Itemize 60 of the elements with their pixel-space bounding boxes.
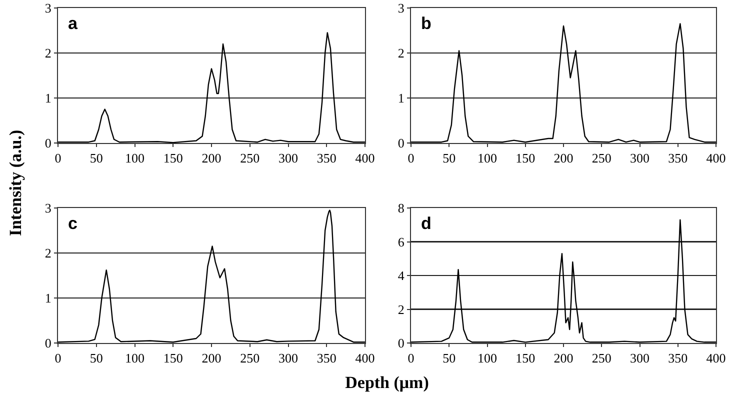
- chart-title: c: [68, 214, 78, 233]
- y-tick-label: 3: [398, 0, 404, 16]
- x-tick-label: 350: [316, 150, 336, 166]
- x-tick-label: 200: [554, 150, 574, 166]
- x-tick-label: 100: [125, 350, 144, 366]
- y-tick-label: 3: [44, 0, 52, 16]
- x-tick-label: 200: [202, 350, 222, 366]
- x-tick-label: 0: [408, 350, 414, 366]
- y-tick-label: 0: [398, 136, 404, 151]
- x-tick-label: 250: [240, 350, 260, 366]
- y-tick-label: 8: [398, 200, 404, 216]
- y-tick-label: 4: [398, 268, 405, 284]
- y-tick-label: 0: [44, 336, 52, 351]
- x-tick-label: 350: [316, 350, 336, 366]
- x-tick-label: 300: [630, 150, 650, 166]
- x-tick-label: 50: [90, 150, 103, 166]
- x-tick-label: 100: [478, 150, 497, 166]
- x-tick-label: 0: [54, 150, 62, 166]
- y-tick-label: 6: [398, 234, 405, 250]
- x-tick-label: 200: [202, 150, 222, 166]
- x-tick-label: 400: [706, 350, 726, 366]
- x-tick-label: 0: [408, 150, 414, 166]
- chart-title: b: [421, 14, 432, 33]
- y-tick-label: 2: [398, 46, 404, 61]
- y-tick-label: 0: [398, 336, 404, 351]
- x-tick-label: 150: [516, 350, 536, 366]
- y-tick-label: 3: [44, 200, 52, 216]
- y-tick-label: 2: [398, 302, 404, 317]
- y-tick-label: 1: [398, 90, 404, 106]
- x-tick-label: 100: [478, 350, 497, 366]
- x-tick-label: 250: [240, 150, 260, 166]
- x-tick-label: 400: [355, 350, 375, 366]
- y-tick-label: 1: [44, 290, 52, 306]
- x-tick-label: 0: [54, 350, 62, 366]
- chart-title: a: [68, 14, 78, 33]
- x-tick-label: 150: [163, 150, 183, 166]
- x-tick-label: 250: [592, 350, 612, 366]
- y-tick-label: 2: [44, 46, 52, 61]
- x-tick-label: 100: [125, 150, 144, 166]
- y-axis-title: Intensity (a.u.): [6, 130, 26, 236]
- x-tick-label: 150: [163, 350, 183, 366]
- x-tick-label: 400: [706, 150, 726, 166]
- x-tick-label: 50: [442, 350, 456, 366]
- x-tick-label: 250: [592, 150, 612, 166]
- line-series: [58, 32, 365, 143]
- x-tick-label: 150: [516, 150, 536, 166]
- x-tick-label: 300: [278, 350, 298, 366]
- x-tick-label: 50: [442, 150, 456, 166]
- x-tick-label: 300: [630, 350, 650, 366]
- x-axis-title: Depth (μm): [345, 373, 429, 393]
- y-tick-label: 2: [44, 246, 52, 261]
- x-tick-label: 50: [90, 350, 103, 366]
- x-tick-label: 400: [355, 150, 375, 166]
- chart-title: d: [421, 214, 432, 233]
- x-tick-label: 200: [554, 350, 574, 366]
- y-tick-label: 0: [44, 136, 52, 151]
- x-tick-label: 300: [278, 150, 298, 166]
- x-tick-label: 350: [668, 150, 688, 166]
- y-tick-label: 1: [44, 90, 52, 106]
- x-tick-label: 350: [668, 350, 688, 366]
